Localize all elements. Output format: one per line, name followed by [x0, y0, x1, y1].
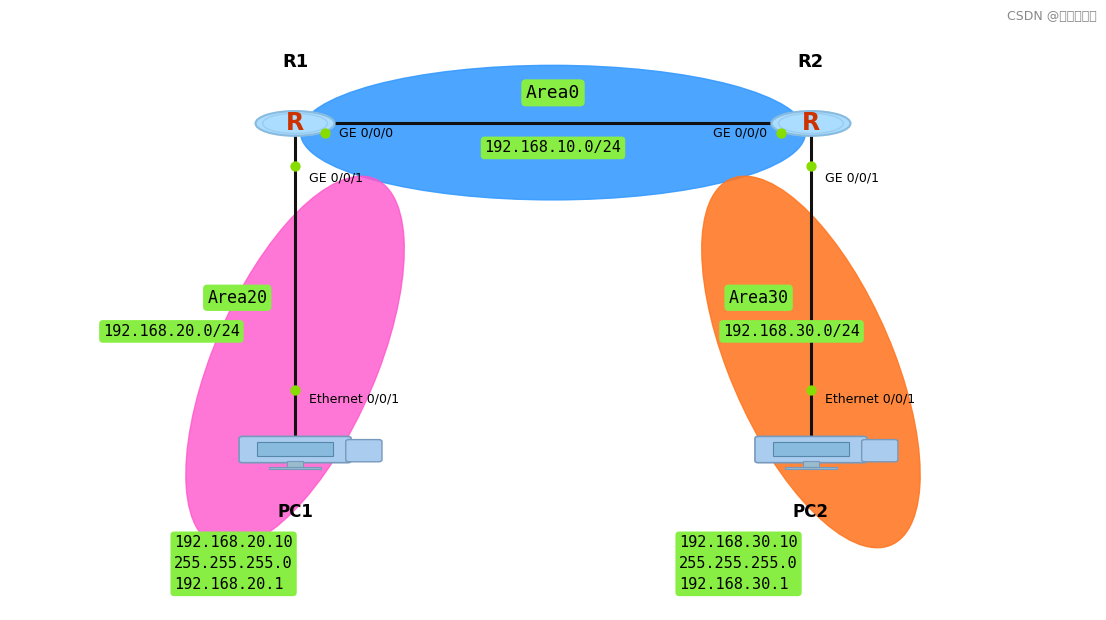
- Text: R: R: [286, 112, 304, 135]
- Text: GE 0/0/1: GE 0/0/1: [310, 172, 363, 185]
- FancyBboxPatch shape: [239, 436, 351, 463]
- FancyBboxPatch shape: [269, 467, 322, 469]
- Text: Ethernet 0/0/1: Ethernet 0/0/1: [310, 392, 399, 405]
- Ellipse shape: [301, 65, 805, 200]
- Text: GE 0/0/1: GE 0/0/1: [825, 172, 879, 185]
- Point: [316, 128, 334, 138]
- FancyBboxPatch shape: [862, 440, 898, 462]
- Point: [772, 128, 790, 138]
- FancyBboxPatch shape: [773, 442, 849, 456]
- Text: R2: R2: [797, 53, 824, 71]
- FancyBboxPatch shape: [803, 461, 820, 467]
- Ellipse shape: [701, 176, 920, 547]
- FancyBboxPatch shape: [346, 440, 382, 462]
- Point: [286, 161, 304, 171]
- Point: [802, 161, 820, 171]
- Ellipse shape: [186, 176, 405, 547]
- Text: GE 0/0/0: GE 0/0/0: [713, 126, 768, 139]
- FancyBboxPatch shape: [257, 442, 333, 456]
- Text: Area20: Area20: [207, 289, 268, 307]
- Text: Area30: Area30: [729, 289, 789, 307]
- Text: CSDN @业余幻想家: CSDN @业余幻想家: [1006, 9, 1096, 22]
- Text: Area0: Area0: [525, 84, 581, 102]
- Text: PC2: PC2: [793, 503, 830, 521]
- Ellipse shape: [772, 111, 851, 136]
- Text: GE 0/0/0: GE 0/0/0: [338, 126, 393, 139]
- Text: Ethernet 0/0/1: Ethernet 0/0/1: [825, 392, 916, 405]
- Ellipse shape: [255, 111, 334, 136]
- Text: R: R: [802, 112, 820, 135]
- FancyBboxPatch shape: [286, 461, 303, 467]
- FancyBboxPatch shape: [755, 436, 867, 463]
- Text: 192.168.20.0/24: 192.168.20.0/24: [103, 324, 240, 339]
- Point: [802, 384, 820, 394]
- Text: 192.168.20.10
255.255.255.0
192.168.20.1: 192.168.20.10 255.255.255.0 192.168.20.1: [175, 535, 293, 592]
- Text: 192.168.30.10
255.255.255.0
192.168.30.1: 192.168.30.10 255.255.255.0 192.168.30.1: [679, 535, 797, 592]
- Text: PC1: PC1: [278, 503, 313, 521]
- Text: R1: R1: [282, 53, 309, 71]
- Text: 192.168.30.0/24: 192.168.30.0/24: [723, 324, 860, 339]
- FancyBboxPatch shape: [784, 467, 837, 469]
- Text: 192.168.10.0/24: 192.168.10.0/24: [484, 140, 622, 156]
- Point: [286, 384, 304, 394]
